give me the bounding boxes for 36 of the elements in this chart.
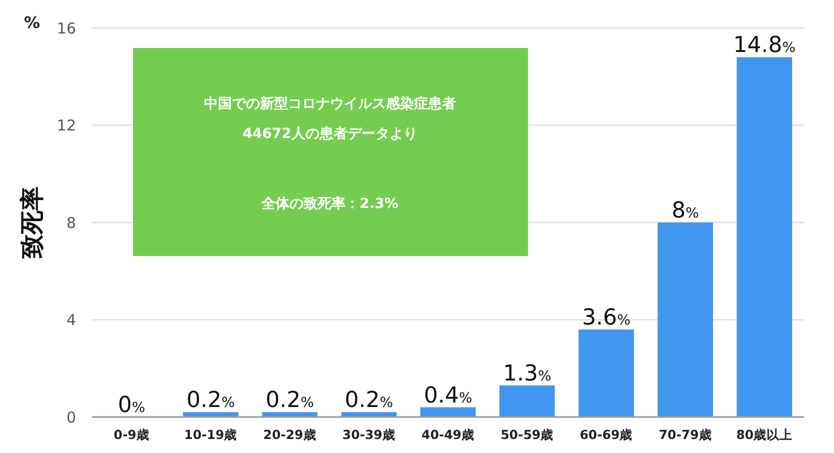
data-label: 0.4% — [424, 383, 472, 408]
x-tick-label: 40-49歳 — [422, 427, 474, 442]
x-tick-label: 80歳以上 — [736, 427, 793, 442]
bar — [182, 412, 238, 417]
bar — [420, 407, 476, 417]
x-tick-label: 30-39歳 — [342, 427, 396, 442]
text: % — [24, 13, 40, 32]
x-tick-label: 20-29歳 — [263, 427, 316, 442]
y-tick-label: 12 — [56, 116, 76, 134]
x-tick-label: 0-9歳 — [114, 427, 150, 442]
bar — [499, 385, 555, 417]
x-tick-label: 10-19歳 — [184, 427, 238, 442]
annotation: 中国での新型コロナウイルス感染症患者 — [204, 95, 456, 112]
x-tick-label: 70-79歳 — [658, 427, 712, 442]
annotation: 全体の致死率：2.3% — [260, 195, 398, 212]
data-label: 0.2% — [186, 388, 235, 414]
data-label: 8% — [672, 198, 699, 224]
x-tick-label: 50-59歳 — [500, 427, 554, 442]
y-tick-label: 8 — [66, 214, 76, 232]
data-label: 0.2% — [266, 388, 314, 414]
bar — [341, 412, 397, 417]
data-label: 0% — [118, 393, 146, 418]
bar — [736, 57, 792, 417]
y-tick-label: 16 — [56, 19, 76, 38]
x-tick-label: 60-69歳 — [580, 427, 633, 442]
y-tick-label: 0 — [66, 408, 76, 426]
annotation: 44672人の患者データより — [242, 126, 418, 142]
y-axis-title: 致死率 — [18, 186, 46, 260]
y-tick-label: 4 — [66, 311, 76, 329]
bar — [262, 412, 318, 417]
bar — [578, 329, 634, 417]
data-label: 0.2% — [344, 388, 394, 414]
data-label: 3.6% — [582, 305, 630, 330]
data-label: 14.8% — [733, 33, 796, 58]
bar — [658, 222, 714, 417]
data-label: 1.3% — [502, 361, 552, 386]
